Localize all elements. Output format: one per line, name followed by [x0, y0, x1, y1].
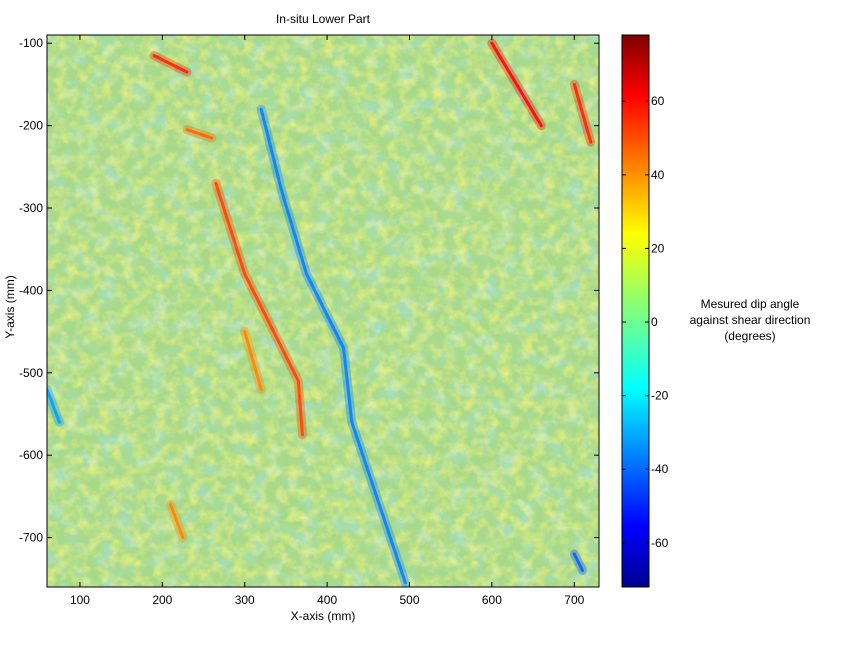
- x-tick-label: 100: [70, 593, 90, 607]
- x-axis-label: X-axis (mm): [290, 609, 356, 623]
- y-tick-label: -600: [19, 448, 43, 462]
- y-tick-label: -100: [19, 36, 43, 50]
- colorbar-tick-label: 40: [651, 168, 665, 182]
- y-tick-label: -700: [19, 531, 43, 545]
- colorbar-tick-label: 20: [651, 241, 665, 255]
- heatmap-texture: [47, 35, 599, 587]
- heatmap-area: [47, 35, 599, 587]
- colorbar-label-line: Mesured dip angle: [700, 297, 800, 311]
- heatmap-features: [47, 38, 596, 587]
- heatmap-streak: [185, 128, 214, 140]
- colorbar-tick-label: -20: [651, 389, 669, 403]
- y-tick-label: -400: [19, 283, 43, 297]
- y-axis: -100 -200 -300 -400 -500 -600 -700: [19, 36, 599, 545]
- heatmap-streak: [490, 41, 543, 128]
- heatmap-streak: [152, 54, 189, 74]
- x-tick-label: 500: [399, 593, 419, 607]
- heatmap-streak: [572, 82, 593, 144]
- heatmap-streak: [259, 107, 407, 585]
- heatmap-streak: [214, 181, 304, 437]
- colorbar: [621, 34, 650, 588]
- colorbar-label: Mesured dip angle against shear directio…: [660, 296, 840, 344]
- y-tick-label: -500: [19, 366, 43, 380]
- colorbar-label-line: against shear direction: [689, 313, 811, 327]
- colorbar-tick-label: 60: [651, 94, 665, 108]
- chart-title: In-situ Lower Part: [275, 12, 371, 26]
- heatmap-streak: [169, 503, 185, 540]
- colorbar-tick-label: -60: [651, 536, 669, 550]
- colorbar-label-line: (degrees): [724, 329, 776, 343]
- heatmap-streak: [243, 330, 263, 391]
- colorbar-axis: 60 40 20 0 -20 -40 -60: [622, 94, 669, 550]
- plot-frame: [46, 34, 600, 588]
- x-tick-label: 300: [235, 593, 255, 607]
- x-tick-label: 400: [317, 593, 337, 607]
- heatmap-streak: [572, 552, 584, 572]
- colorbar-tick-label: 0: [651, 315, 658, 329]
- x-tick-label: 200: [152, 593, 172, 607]
- y-tick-label: -300: [19, 201, 43, 215]
- x-axis: 100 200 300 400 500 600 700: [70, 35, 585, 607]
- x-tick-label: 600: [482, 593, 502, 607]
- y-tick-label: -200: [19, 119, 43, 133]
- heatmap-streak: [47, 387, 61, 424]
- colorbar-tick-label: -40: [651, 462, 669, 476]
- x-tick-label: 700: [564, 593, 584, 607]
